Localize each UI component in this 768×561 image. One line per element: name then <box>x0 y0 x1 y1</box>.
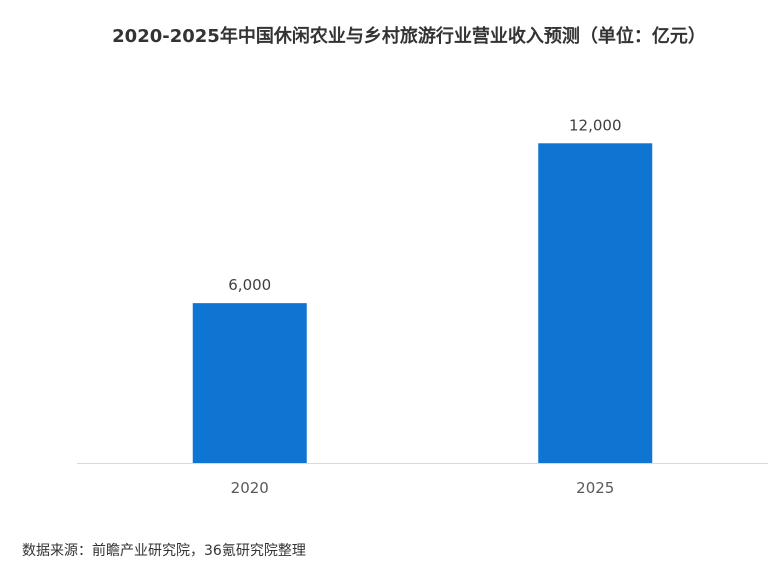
x-tick-label-2025: 2025 <box>576 479 614 497</box>
x-tick-label-2020: 2020 <box>231 479 269 497</box>
x-tick-labels-group: 2020 2025 <box>231 479 615 497</box>
chart-title: 2020-2025年中国休闲农业与乡村旅游行业营业收入预测（单位：亿元） <box>112 26 706 47</box>
value-label-2020: 6,000 <box>228 276 271 294</box>
bars-group <box>192 143 653 464</box>
data-source-note: 数据来源：前瞻产业研究院，36氪研究院整理 <box>22 543 306 559</box>
value-labels-group: 6,000 12,000 <box>228 116 621 294</box>
value-label-2025: 12,000 <box>569 116 622 134</box>
bar-2020 <box>192 303 307 463</box>
bar-2025 <box>538 143 653 464</box>
